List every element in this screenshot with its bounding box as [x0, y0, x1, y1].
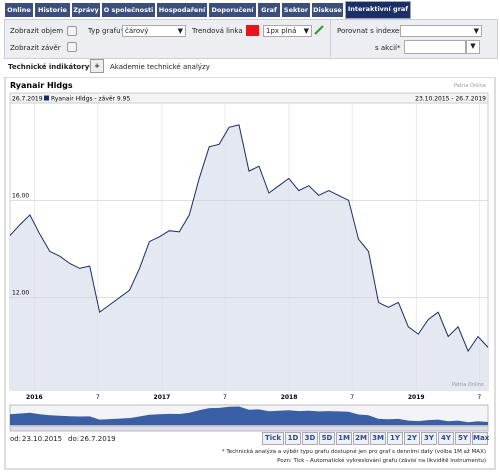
tab[interactable]: O společnosti	[102, 3, 155, 17]
label: Technické indikátory*:	[8, 63, 96, 71]
chart-frame	[4, 77, 496, 470]
y-tick-label: 12.00	[12, 290, 29, 297]
tab[interactable]: Sektor	[282, 3, 310, 17]
note: * Technická analýza a výběr typu grafu d…	[221, 449, 486, 455]
legend-entry: Ryanair Hldgs - závěr 9.95	[51, 96, 130, 103]
checkbox[interactable]	[67, 26, 77, 36]
label: od:	[10, 435, 22, 443]
area	[10, 124, 488, 391]
tab[interactable]: Doporučení	[209, 3, 256, 17]
source: Patria Online	[454, 83, 486, 89]
x-tick-label: 7	[96, 394, 100, 401]
select[interactable]: čárový ▼	[122, 25, 186, 37]
range-button[interactable]: 5D	[319, 432, 335, 445]
x-tick-label: 2016	[26, 394, 43, 401]
label: Zobrazit závěr	[10, 44, 61, 52]
source: Patria Online	[452, 382, 484, 388]
checkbox[interactable]	[67, 42, 77, 52]
date: 23.10.2015	[22, 435, 63, 443]
date-range: 23.10.2015 - 26.7.2019	[415, 96, 486, 103]
range-button[interactable]: Max	[472, 432, 489, 445]
label: Trendová linka	[192, 27, 243, 35]
select[interactable]: ▼	[400, 25, 482, 37]
dropdown-button[interactable]: ▼	[466, 40, 480, 54]
range-button[interactable]: Tick	[262, 432, 284, 445]
range-button[interactable]: 1M	[336, 432, 352, 445]
x-tick-label: 2018	[281, 394, 298, 401]
navigator-scrollbar	[9, 425, 489, 432]
x-tick-label: 2017	[154, 394, 171, 401]
x-tick-label: 2019	[408, 394, 425, 401]
range-button[interactable]: 5Y	[455, 432, 471, 445]
tab[interactable]: Hospodaření	[157, 3, 207, 17]
legend-swatch	[44, 95, 49, 101]
tab[interactable]: Online	[5, 3, 33, 17]
range-button[interactable]: 2Y	[404, 432, 420, 445]
separator	[330, 20, 331, 57]
label: Porovnat s indexem*	[337, 27, 410, 35]
range-button[interactable]: 3M	[370, 432, 386, 445]
input[interactable]	[404, 40, 466, 54]
x-tick-label: 7	[477, 394, 481, 401]
x-tick-label: 7	[350, 394, 354, 401]
label: do:	[68, 435, 80, 443]
range-button[interactable]: 3Y	[421, 432, 437, 445]
date: 26.7.2019	[12, 96, 43, 103]
label: s akcií*	[375, 44, 401, 52]
chart-title: Ryanair Hldgs	[10, 81, 73, 90]
navigator-area	[10, 406, 488, 425]
label: Typ grafu*	[88, 27, 125, 35]
range-button[interactable]: 2M	[353, 432, 369, 445]
select[interactable]: 1px plná ▼	[263, 25, 312, 37]
add-button[interactable]: +	[90, 59, 104, 73]
link[interactable]: Akademie technické analýzy	[110, 63, 210, 71]
date: 26.7.2019	[80, 435, 116, 443]
tab[interactable]: Interaktivní graf	[345, 1, 411, 19]
tab[interactable]: Historie	[35, 3, 70, 17]
color-swatch[interactable]	[246, 25, 259, 36]
pencil-icon[interactable]	[313, 24, 325, 36]
label: Zobrazit objem	[10, 27, 64, 35]
range-button[interactable]: 1Y	[387, 432, 403, 445]
select-value: 1px plná	[266, 27, 297, 35]
chart: Ryanair Hldgs Patria Online 26.7.2019 Ryana…	[4, 77, 496, 470]
range-button[interactable]: 1D	[285, 432, 301, 445]
note: Pozn: Tick - Automatické vykreslování gr…	[277, 458, 486, 464]
y-tick-label: 16.00	[12, 192, 29, 199]
line	[9, 124, 489, 353]
x-tick-label: 7	[223, 394, 227, 401]
select-value: čárový	[125, 27, 149, 35]
tab[interactable]: Graf	[258, 3, 280, 17]
range-button[interactable]: 3D	[302, 432, 318, 445]
tab[interactable]: Diskuse	[312, 3, 343, 17]
range-button[interactable]: 4Y	[438, 432, 454, 445]
tab[interactable]: Zprávy	[72, 3, 100, 17]
